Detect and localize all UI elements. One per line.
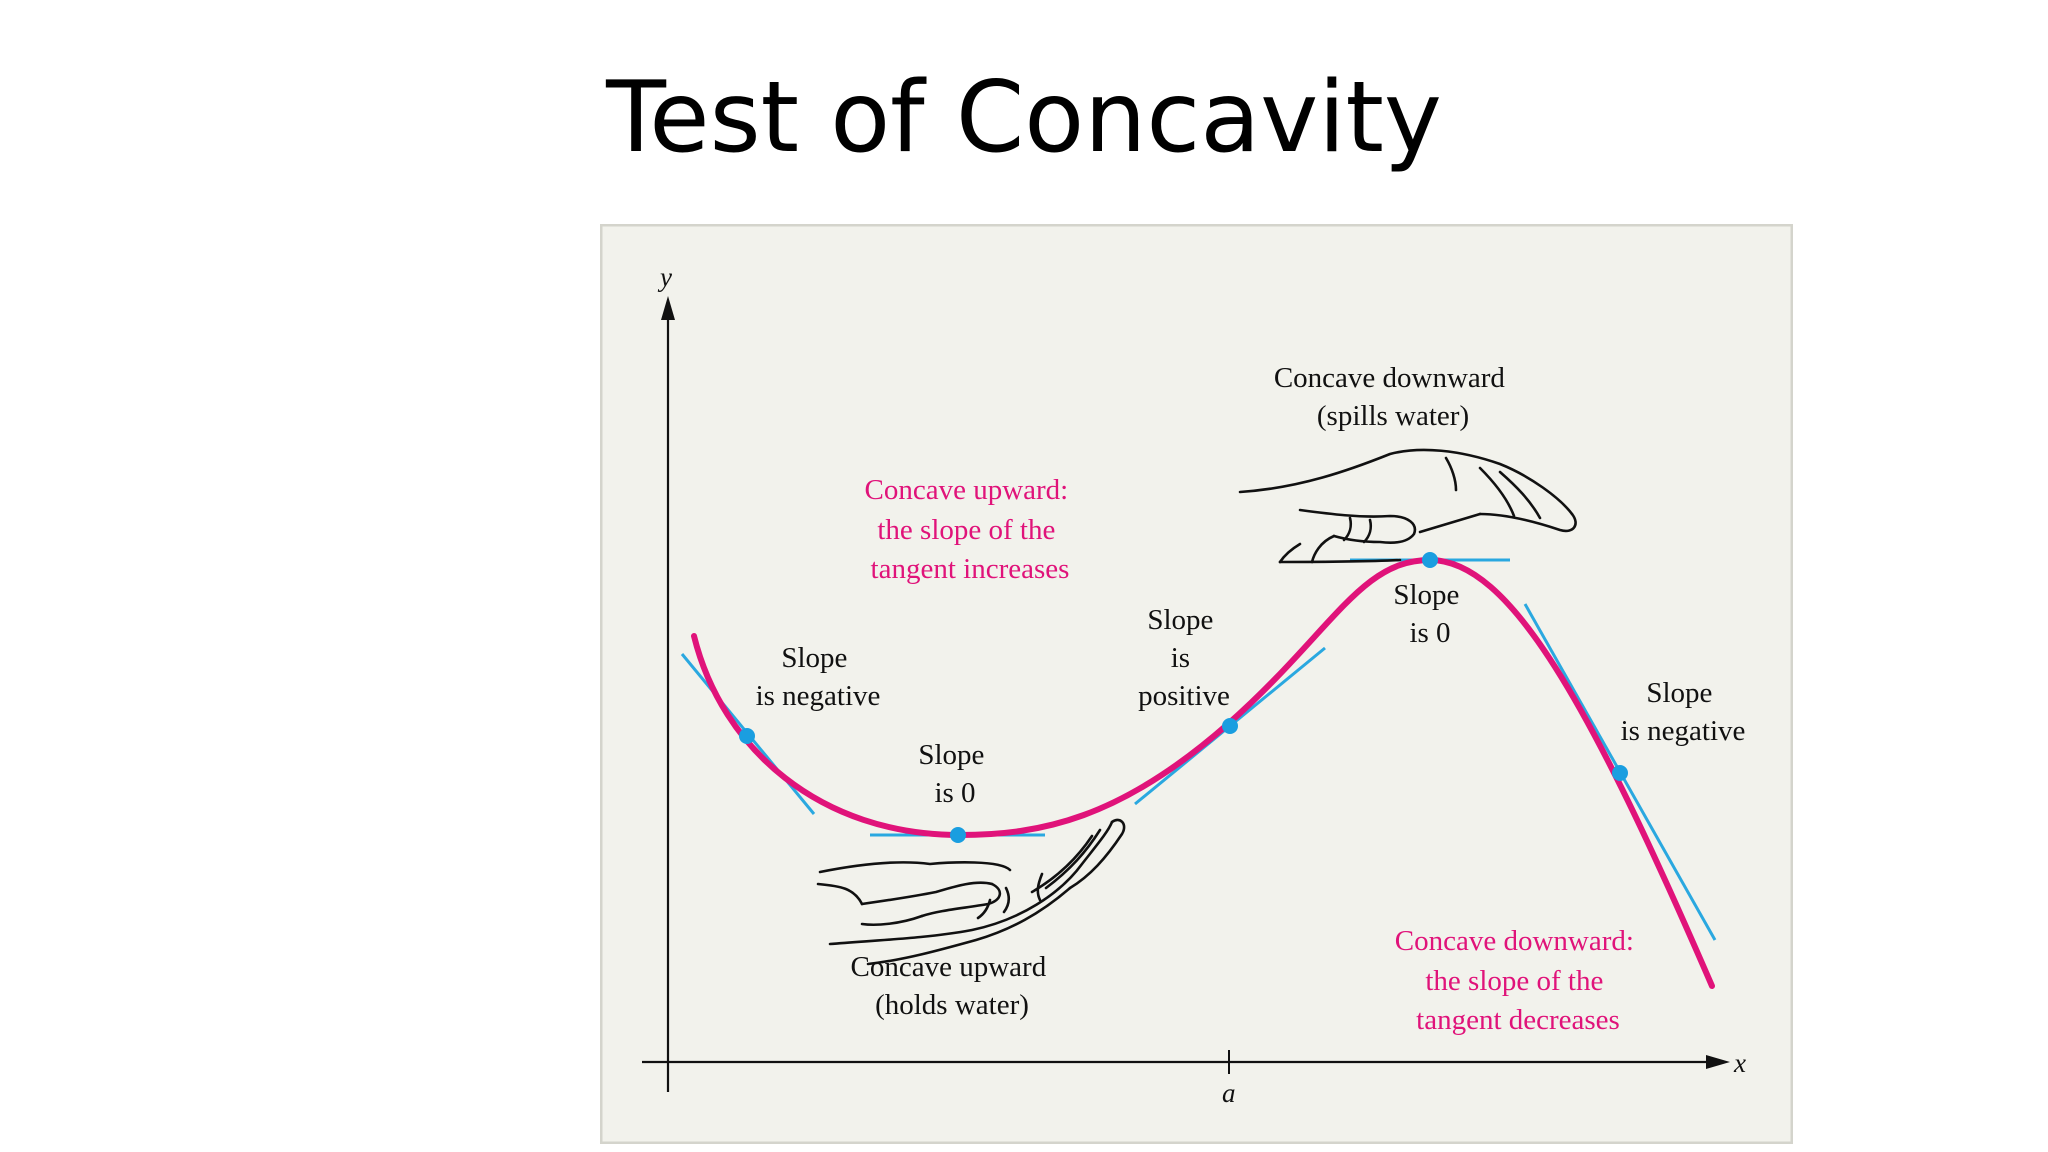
- x-tick-label: a: [1222, 1078, 1236, 1108]
- axes: y x a: [642, 262, 1746, 1108]
- label-spills-water: Concave downward (spills water): [1274, 362, 1512, 432]
- point-slope-positive: [1222, 718, 1238, 734]
- point-minimum: [950, 827, 966, 843]
- cupped-hand-icon: [816, 818, 1126, 966]
- point-maximum: [1422, 552, 1438, 568]
- label-slope-negative-left: Slope is negative: [756, 642, 881, 712]
- function-curve: [691, 556, 1715, 989]
- point-slope-negative-right: [1612, 765, 1628, 781]
- tangent-points: [739, 552, 1628, 843]
- caption-concave-upward: Concave upward: the slope of the tangent…: [865, 474, 1076, 585]
- y-axis-label: y: [657, 262, 672, 292]
- concavity-figure: y x a: [600, 224, 1793, 1144]
- label-slope-zero-top: Slope is 0: [1393, 579, 1466, 649]
- y-axis-arrow-icon: [661, 296, 675, 320]
- label-slope-zero-bottom: Slope is 0: [918, 739, 991, 809]
- inverted-hand-icon: [1238, 448, 1577, 564]
- caption-concave-downward: Concave downward: the slope of the tange…: [1395, 925, 1641, 1036]
- point-slope-negative-left: [739, 728, 755, 744]
- figure-panel: [600, 224, 1793, 1144]
- x-axis-label: x: [1733, 1048, 1746, 1078]
- label-slope-positive: Slope is positive: [1138, 604, 1230, 712]
- label-slope-negative-right: Slope is negative: [1621, 677, 1746, 747]
- x-axis-arrow-icon: [1706, 1055, 1730, 1069]
- label-holds-water: Concave upward (holds water): [851, 951, 1054, 1021]
- page-title: Test of Concavity: [606, 61, 1442, 175]
